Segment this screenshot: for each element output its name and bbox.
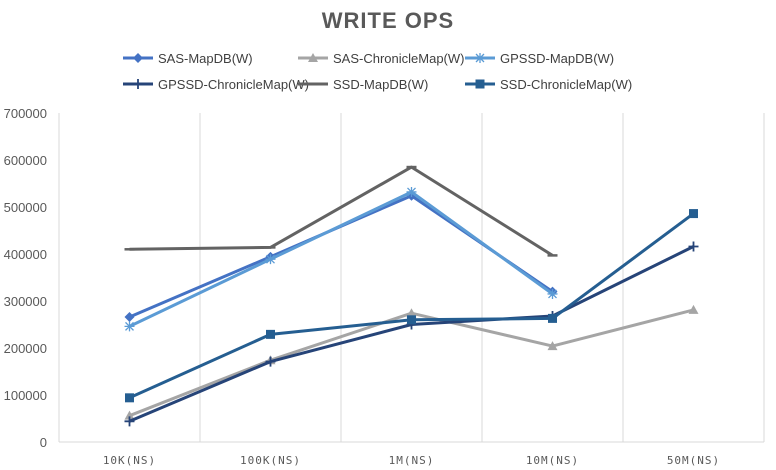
legend: SAS-MapDB(W) SAS-ChronicleMap(W) GPSSD-Map…: [123, 51, 632, 92]
series-group: [124, 165, 699, 427]
data-point-plus: [124, 416, 135, 427]
data-point-plus: [133, 79, 143, 89]
x-tick-label: 10K(NS): [103, 454, 156, 467]
gridlines: [199, 113, 765, 442]
data-point-triangle: [406, 308, 417, 318]
x-tick-label: 100K(NS): [240, 454, 301, 467]
legend-item: SSD-ChronicleMap(W): [465, 77, 632, 92]
y-tick-label: 200000: [4, 341, 47, 356]
y-tick-label: 100000: [4, 388, 47, 403]
series-line: [128, 245, 695, 423]
series-line: [128, 212, 695, 400]
legend-item: SAS-MapDB(W): [123, 51, 253, 66]
legend-item: GPSSD-MapDB(W): [465, 51, 614, 66]
legend-item: SSD-MapDB(W): [298, 77, 428, 92]
data-point-plus: [688, 241, 699, 252]
x-tick-label: 50M(NS): [667, 454, 720, 467]
series-line: [128, 190, 554, 328]
x-tick-label: 1M(NS): [389, 454, 435, 467]
legend-item: SAS-ChronicleMap(W): [298, 51, 464, 66]
data-point-square: [407, 315, 416, 325]
data-point-triangle: [308, 53, 318, 62]
y-tick-label: 0: [40, 435, 47, 450]
legend-label: SSD-MapDB(W): [333, 77, 428, 92]
series-6: [125, 209, 698, 403]
data-point-diamond: [124, 311, 135, 322]
data-point-square: [689, 209, 698, 219]
data-point-plus: [265, 356, 276, 367]
y-tick-label: 400000: [4, 247, 47, 262]
legend-label: SAS-ChronicleMap(W): [333, 51, 464, 66]
data-point-triangle: [124, 410, 135, 420]
y-tick-label: 600000: [4, 153, 47, 168]
axes: 0 100000 200000 300000 400000 500000 600000 700…: [4, 106, 764, 467]
legend-label: GPSSD-MapDB(W): [500, 51, 614, 66]
data-point-triangle: [688, 304, 699, 314]
data-point-star: [406, 186, 417, 197]
data-point-square: [548, 313, 557, 323]
chart-title: WRITE OPS: [322, 8, 454, 33]
series-line: [129, 165, 554, 257]
data-point-star: [475, 53, 485, 63]
data-point-diamond: [133, 53, 143, 63]
legend-label: GPSSD-ChronicleMap(W): [158, 77, 309, 92]
data-point-star: [265, 254, 276, 265]
series-4: [124, 241, 699, 427]
legend-label: SAS-MapDB(W): [158, 51, 253, 66]
data-point-square: [266, 329, 275, 339]
y-tick-label: 500000: [4, 200, 47, 215]
x-tick-label: 10M(NS): [526, 454, 579, 467]
y-tick-label: 700000: [4, 106, 47, 121]
data-point-square: [475, 79, 485, 89]
data-point-triangle: [547, 341, 558, 351]
data-point-star: [124, 321, 135, 332]
series-3: [124, 186, 558, 332]
legend-label: SSD-ChronicleMap(W): [500, 77, 632, 92]
data-point-square: [125, 393, 134, 403]
series-5: [124, 165, 558, 257]
legend-item: GPSSD-ChronicleMap(W): [123, 77, 309, 92]
y-tick-label: 300000: [4, 294, 47, 309]
data-point-star: [547, 288, 558, 299]
